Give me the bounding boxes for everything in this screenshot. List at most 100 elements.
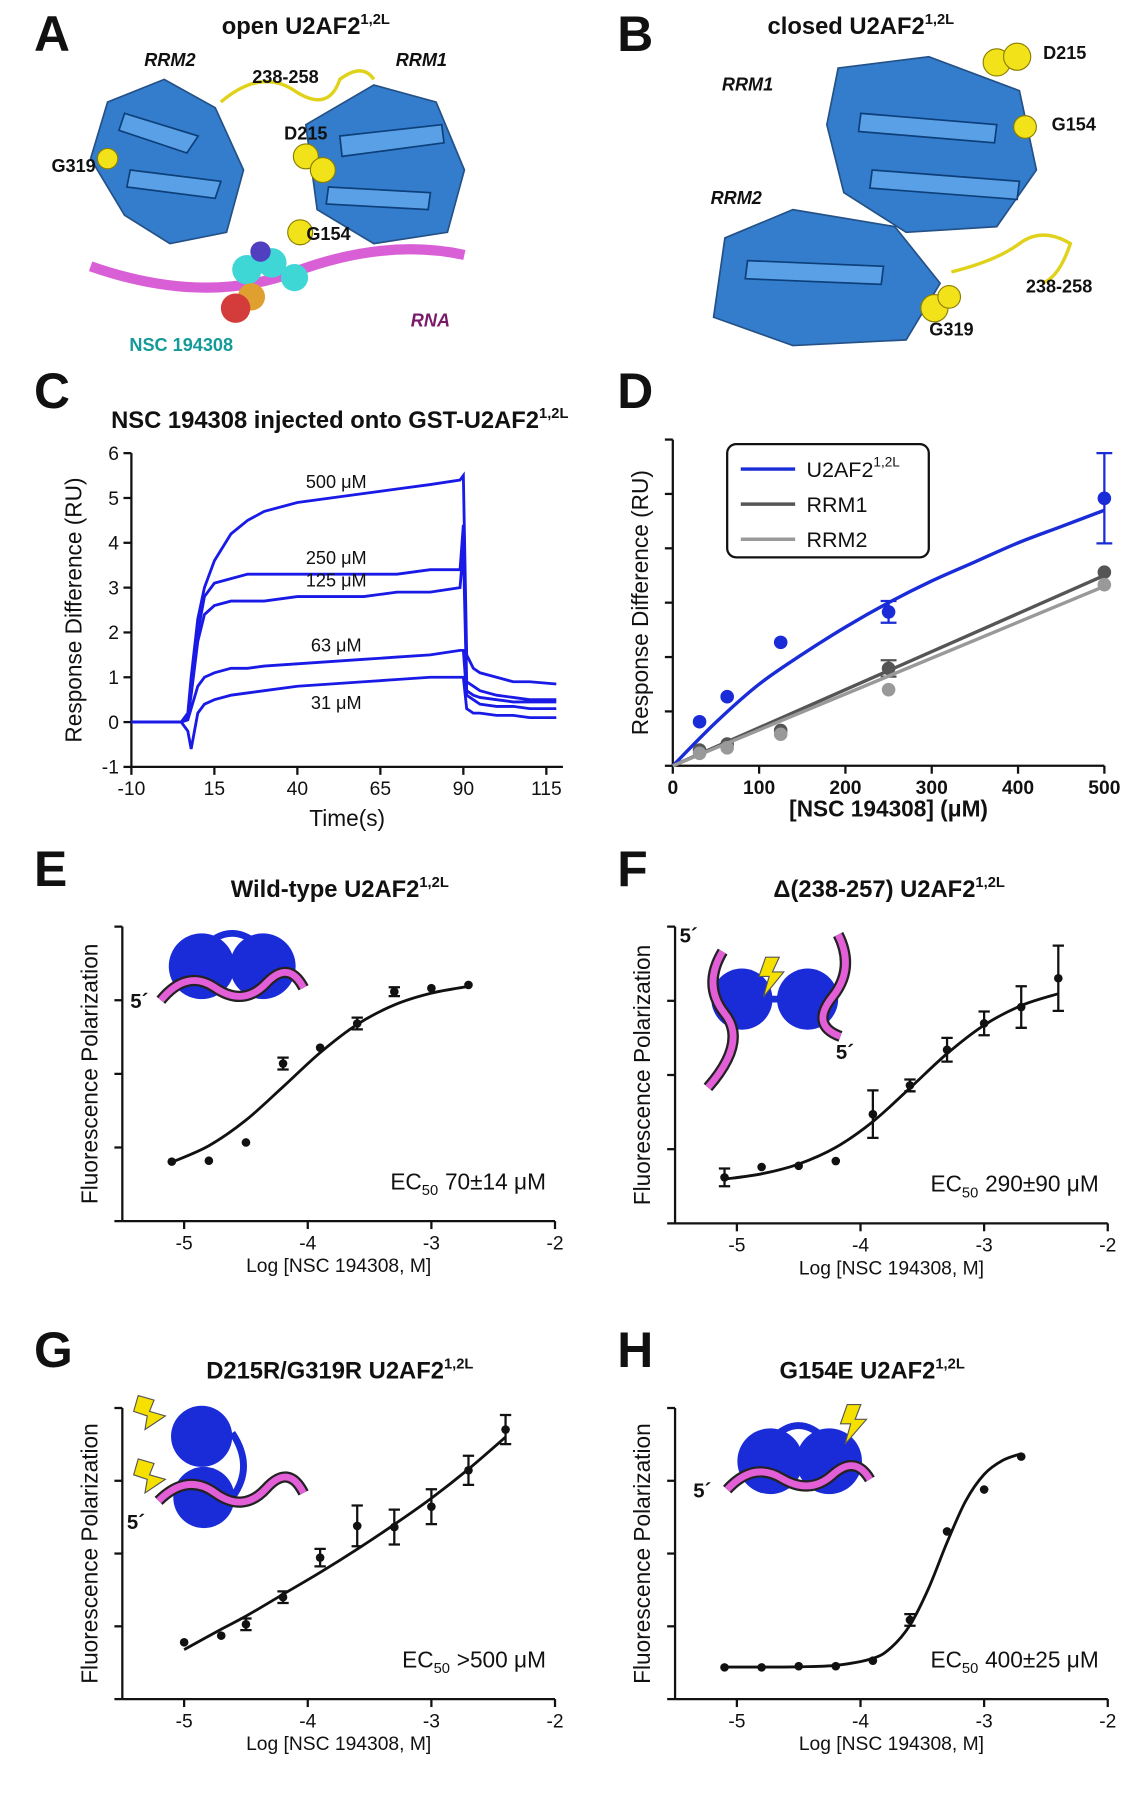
- point: [868, 1656, 878, 1665]
- x-tick-label: 400: [1002, 778, 1034, 799]
- point: [942, 1527, 952, 1536]
- point: [501, 1425, 510, 1434]
- point: [315, 1553, 325, 1562]
- y-axis-label: Fluorescence Polarization: [629, 1423, 655, 1684]
- panel-letter: G: [34, 1322, 73, 1378]
- ribbons: [89, 78, 466, 245]
- title-sup: 1,2L: [925, 12, 954, 28]
- x-tick-label: -4: [852, 1711, 869, 1732]
- title-text: open U2AF2: [222, 13, 361, 40]
- x-tick-label: -10: [117, 779, 145, 800]
- y-axis-label: Response Difference (RU): [61, 477, 87, 742]
- title: NSC 194308 injected onto GST-U2AF21,2L: [111, 406, 568, 434]
- y-tick-label: 0: [108, 713, 119, 734]
- point: [427, 983, 436, 993]
- x-tick-label: -4: [852, 1236, 869, 1257]
- y-tick-label: 3: [108, 578, 119, 599]
- x-tick-label: -5: [176, 1233, 193, 1254]
- structure-label: RRM1: [396, 50, 447, 70]
- point: [905, 1615, 915, 1625]
- point: [352, 1019, 362, 1028]
- x-axis-label: [NSC 194308] (μM): [789, 796, 988, 822]
- point: [216, 1631, 226, 1640]
- point: [831, 1156, 841, 1166]
- structure-label: G154: [1052, 114, 1096, 134]
- point: [942, 1045, 952, 1055]
- series-label: 500 μM: [306, 472, 367, 492]
- spheres: [96, 143, 336, 323]
- five-prime: 5´: [680, 925, 698, 947]
- legend-box: [726, 442, 930, 559]
- panel-letter: H: [617, 1322, 653, 1378]
- series-label: 250 μM: [306, 548, 367, 568]
- series-label: 125 μM: [306, 570, 367, 590]
- x-tick-label: -2: [546, 1233, 563, 1254]
- five-prime: 5´: [130, 991, 148, 1013]
- point: [1016, 1002, 1026, 1012]
- point: [692, 746, 707, 761]
- cartoon-f: 5´ 5´: [680, 925, 854, 1092]
- panel-letter: C: [34, 363, 70, 419]
- point: [720, 689, 734, 704]
- chart-panel: E Wild-type U2AF21,2L -5 -4 -3 -2 Log [NSC 194…: [34, 841, 564, 1277]
- panel-letter: B: [617, 6, 653, 62]
- structure-label: G154: [306, 224, 350, 244]
- x-tick-label: 100: [743, 778, 775, 799]
- trace: [131, 648, 557, 724]
- point: [389, 1522, 399, 1532]
- point: [278, 1592, 288, 1602]
- structure-a: A open U2AF21,2L RRM2 238-258 RRM1 D215 …: [34, 6, 466, 355]
- title-text: closed U2AF2: [768, 13, 925, 40]
- title-text: U2AF2: [806, 458, 873, 482]
- series-label: 31 μM: [311, 693, 362, 713]
- x-axis-label: Log [NSC 194308, M]: [246, 1734, 431, 1755]
- point: [352, 1521, 362, 1531]
- point: [794, 1161, 804, 1171]
- chart-panel: H G154E U2AF21,2L -5 -4 -3 -2 Log [NSC 194308,…: [617, 1322, 1116, 1755]
- x-tick-label: -3: [976, 1236, 993, 1257]
- panel-letter: F: [617, 841, 647, 897]
- x-tick-label: -5: [176, 1711, 193, 1732]
- annotation-sub: 50: [962, 1661, 978, 1677]
- point: [464, 980, 473, 990]
- x-tick-label: 40: [287, 779, 308, 800]
- y-tick-label: 4: [108, 534, 119, 555]
- x-tick-label: 300: [916, 778, 948, 799]
- ribbons: [712, 55, 1038, 347]
- x-tick-label: -3: [423, 1233, 440, 1254]
- annotation-sub: 50: [422, 1183, 438, 1199]
- point: [720, 741, 734, 755]
- point: [427, 1502, 436, 1511]
- point: [464, 1465, 473, 1475]
- annotation: EC50 290±90 μM: [930, 1171, 1098, 1202]
- panel-title: open U2AF21,2L: [222, 12, 390, 40]
- y-axis-label: Fluorescence Polarization: [76, 944, 102, 1204]
- structure-label: D215: [1043, 43, 1086, 63]
- trace: [131, 471, 557, 724]
- structure-label: G319: [929, 319, 973, 339]
- point: [881, 605, 896, 619]
- annotation: EC50 >500 μM: [402, 1646, 546, 1677]
- five-prime: 5´: [836, 1042, 854, 1064]
- chart-panel: G D215R/G319R U2AF21,2L -5 -4 -3 -2 Log [NSC 1…: [34, 1322, 564, 1755]
- title: D215R/G319R U2AF21,2L: [206, 1356, 473, 1384]
- x-tick-label: -2: [1099, 1236, 1116, 1257]
- y-tick-label: -1: [102, 758, 119, 779]
- panel-letter: E: [34, 841, 67, 897]
- cartoon-g: 5´: [127, 1394, 309, 1534]
- title-text: Δ(238-257) U2AF2: [773, 876, 975, 903]
- x-tick-label: -2: [546, 1711, 563, 1732]
- five-prime: 5´: [127, 1512, 145, 1534]
- x-tick-label: 500: [1088, 778, 1120, 799]
- structure-label: RRM1: [722, 75, 773, 95]
- fit-curve: [672, 584, 1106, 768]
- x-tick-label: -3: [423, 1711, 440, 1732]
- x-tick-label: -4: [299, 1711, 316, 1732]
- structure-label: RRM2: [711, 188, 762, 208]
- y-axis-label: Fluorescence Polarization: [629, 945, 655, 1205]
- title-sup: 1,2L: [935, 1356, 964, 1372]
- point: [278, 1059, 288, 1068]
- series-label: 63 μM: [311, 635, 362, 655]
